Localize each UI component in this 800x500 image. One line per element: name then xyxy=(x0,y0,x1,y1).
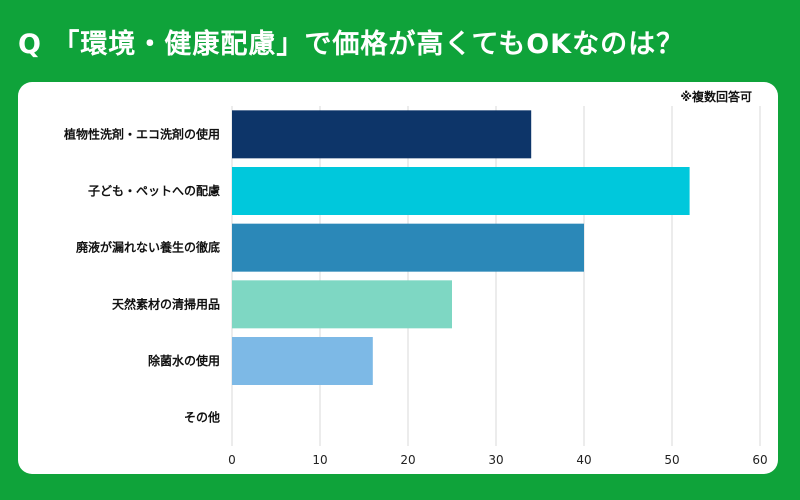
bar-1 xyxy=(232,110,532,159)
x-tick-label: 30 xyxy=(488,453,503,467)
multiple-answer-note: ※複数回答可 xyxy=(680,90,752,104)
bar-2 xyxy=(232,167,690,215)
bar-5 xyxy=(232,337,373,385)
x-tick-label: 10 xyxy=(312,453,327,467)
x-tick-label: 0 xyxy=(228,453,236,467)
bar-4 xyxy=(232,280,452,329)
x-tick-label: 40 xyxy=(576,453,591,467)
bar-chart: 0 10 20 30 40 50 60 植物性洗剤・エコ洗剤の使用子ども・ペットへの配慮廃液が… xyxy=(63,106,768,467)
category-label: 天然素材の清掃用品 xyxy=(112,296,220,311)
x-tick-label: 50 xyxy=(664,453,679,467)
category-label: 除菌水の使用 xyxy=(148,353,220,368)
chart-title: Q 「環境・健康配慮」で価格が高くてもOKなのは？ xyxy=(18,29,685,60)
category-label: 子ども・ペットへの配慮 xyxy=(88,183,220,198)
chart-card: ※複数回答可 0 10 20 30 40 50 60 植物性洗剤・エコ洗剤の使用子ども・ペット… xyxy=(18,82,778,474)
x-tick-label: 20 xyxy=(400,453,415,467)
category-label: 廃液が漏れない養生の徹底 xyxy=(76,240,220,255)
category-label: その他 xyxy=(184,410,220,425)
bar-3 xyxy=(232,223,584,272)
x-tick-label: 60 xyxy=(752,453,767,467)
category-label: 植物性洗剤・エコ洗剤の使用 xyxy=(63,126,220,141)
